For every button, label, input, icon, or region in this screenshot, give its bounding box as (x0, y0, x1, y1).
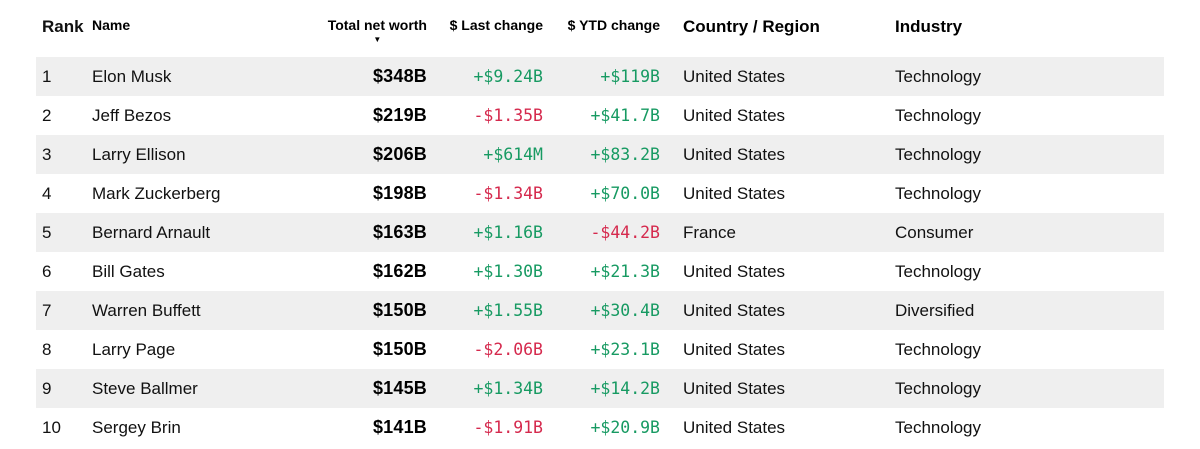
last-change-cell: +$614M (483, 145, 543, 164)
rank-cell: 10 (42, 417, 61, 437)
industry-cell: Technology (895, 378, 982, 398)
rank-cell: 9 (42, 378, 52, 398)
country-cell: United States (683, 300, 786, 320)
industry-cell: Diversified (895, 300, 975, 320)
net-worth-cell: $150B (372, 300, 427, 320)
rank-cell: 5 (42, 222, 52, 242)
net-worth-cell: $145B (372, 378, 427, 398)
table-row[interactable]: 10 Sergey Brin $141B -$1.91B +$20.9B Uni… (36, 408, 1164, 447)
name-cell: Sergey Brin (92, 417, 181, 437)
last-change-cell: -$2.06B (473, 340, 543, 359)
last-change-cell: -$1.91B (473, 418, 543, 437)
ytd-change-cell: +$23.1B (590, 340, 660, 359)
table-body: 1 Elon Musk $348B +$9.24B +$119B United … (36, 57, 1164, 447)
net-worth-cell: $198B (372, 183, 427, 203)
rank-cell: 2 (42, 105, 52, 125)
table-header-row: Rank Name Total net worth ▼ $ Last chang… (36, 0, 1164, 57)
industry-cell: Consumer (895, 222, 974, 242)
ytd-change-cell: +$119B (600, 67, 660, 86)
ytd-change-cell: +$30.4B (590, 301, 660, 320)
country-cell: United States (683, 66, 786, 86)
column-header-net-worth[interactable]: Total net worth ▼ (300, 17, 427, 45)
net-worth-cell: $348B (372, 66, 427, 86)
column-header-ytd-change[interactable]: $ YTD change (567, 17, 660, 33)
last-change-cell: +$1.34B (473, 379, 543, 398)
ytd-change-cell: -$44.2B (590, 223, 660, 242)
table-row[interactable]: 7 Warren Buffett $150B +$1.55B +$30.4B U… (36, 291, 1164, 330)
country-cell: France (683, 222, 736, 242)
name-cell: Larry Ellison (92, 144, 186, 164)
table-row[interactable]: 9 Steve Ballmer $145B +$1.34B +$14.2B Un… (36, 369, 1164, 408)
column-header-name[interactable]: Name (92, 17, 131, 33)
table-row[interactable]: 4 Mark Zuckerberg $198B -$1.34B +$70.0B … (36, 174, 1164, 213)
country-cell: United States (683, 339, 786, 359)
column-header-net-worth-label: Total net worth (327, 17, 427, 33)
name-cell: Bill Gates (92, 261, 165, 281)
ytd-change-cell: +$21.3B (590, 262, 660, 281)
net-worth-cell: $219B (372, 105, 427, 125)
ytd-change-cell: +$14.2B (590, 379, 660, 398)
ytd-change-cell: +$83.2B (590, 145, 660, 164)
industry-cell: Technology (895, 261, 982, 281)
column-header-rank[interactable]: Rank (42, 17, 84, 36)
name-cell: Mark Zuckerberg (92, 183, 221, 203)
rank-cell: 3 (42, 144, 52, 164)
industry-cell: Technology (895, 144, 982, 164)
industry-cell: Technology (895, 417, 982, 437)
column-header-industry[interactable]: Industry (895, 17, 963, 36)
name-cell: Steve Ballmer (92, 378, 198, 398)
table-row[interactable]: 1 Elon Musk $348B +$9.24B +$119B United … (36, 57, 1164, 96)
name-cell: Elon Musk (92, 66, 172, 86)
country-cell: United States (683, 183, 786, 203)
name-cell: Jeff Bezos (92, 105, 172, 125)
industry-cell: Technology (895, 183, 982, 203)
net-worth-cell: $163B (372, 222, 427, 242)
rank-cell: 6 (42, 261, 52, 281)
net-worth-cell: $141B (372, 417, 427, 437)
name-cell: Warren Buffett (92, 300, 201, 320)
table-row[interactable]: 5 Bernard Arnault $163B +$1.16B -$44.2B … (36, 213, 1164, 252)
last-change-cell: -$1.34B (473, 184, 543, 203)
last-change-cell: +$9.24B (473, 67, 543, 86)
column-header-country[interactable]: Country / Region (683, 17, 820, 36)
rank-cell: 8 (42, 339, 52, 359)
ytd-change-cell: +$20.9B (590, 418, 660, 437)
billionaires-table: Rank Name Total net worth ▼ $ Last chang… (36, 0, 1164, 447)
last-change-cell: +$1.30B (473, 262, 543, 281)
table-row[interactable]: 6 Bill Gates $162B +$1.30B +$21.3B Unite… (36, 252, 1164, 291)
last-change-cell: +$1.16B (473, 223, 543, 242)
country-cell: United States (683, 144, 786, 164)
rank-cell: 1 (42, 66, 52, 86)
ytd-change-cell: +$70.0B (590, 184, 660, 203)
country-cell: United States (683, 378, 786, 398)
table-row[interactable]: 2 Jeff Bezos $219B -$1.35B +$41.7B Unite… (36, 96, 1164, 135)
last-change-cell: +$1.55B (473, 301, 543, 320)
industry-cell: Technology (895, 66, 982, 86)
table-row[interactable]: 8 Larry Page $150B -$2.06B +$23.1B Unite… (36, 330, 1164, 369)
ytd-change-cell: +$41.7B (590, 106, 660, 125)
industry-cell: Technology (895, 339, 982, 359)
net-worth-cell: $162B (372, 261, 427, 281)
rank-cell: 7 (42, 300, 52, 320)
country-cell: United States (683, 417, 786, 437)
net-worth-cell: $206B (372, 144, 427, 164)
name-cell: Larry Page (92, 339, 176, 359)
net-worth-cell: $150B (372, 339, 427, 359)
sort-desc-icon: ▼ (373, 35, 382, 44)
industry-cell: Technology (895, 105, 982, 125)
name-cell: Bernard Arnault (92, 222, 211, 242)
last-change-cell: -$1.35B (473, 106, 543, 125)
country-cell: United States (683, 105, 786, 125)
table-row[interactable]: 3 Larry Ellison $206B +$614M +$83.2B Uni… (36, 135, 1164, 174)
country-cell: United States (683, 261, 786, 281)
rank-cell: 4 (42, 183, 52, 203)
column-header-last-change[interactable]: $ Last change (449, 17, 543, 33)
